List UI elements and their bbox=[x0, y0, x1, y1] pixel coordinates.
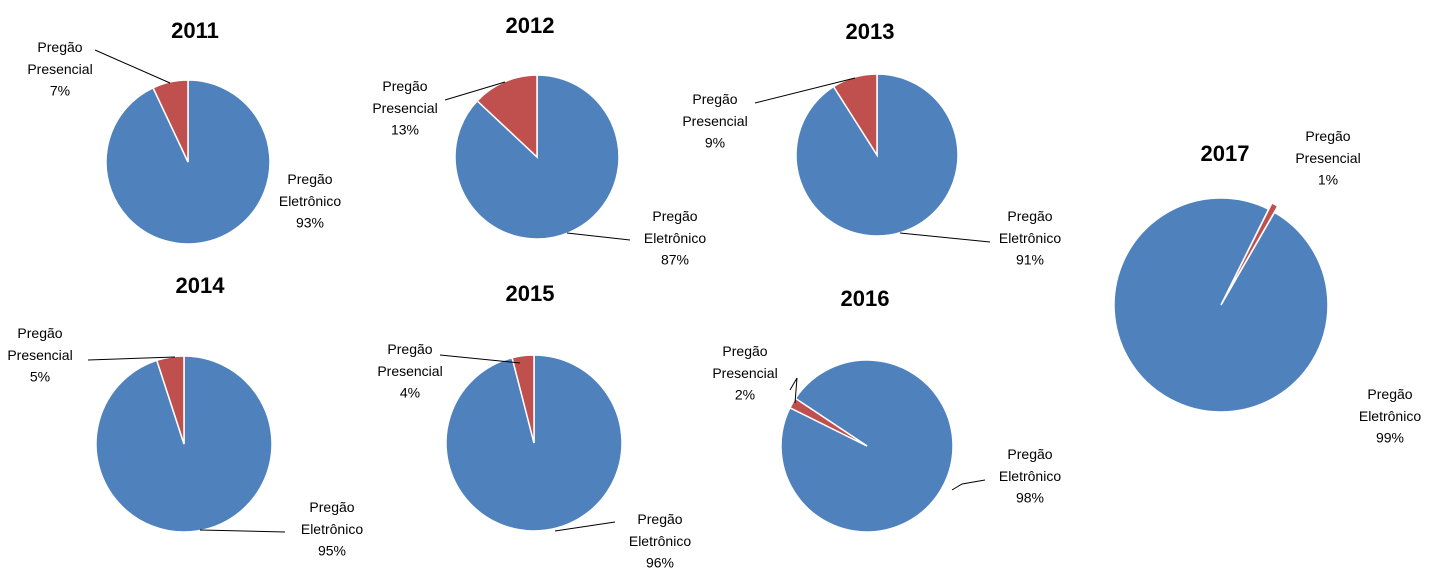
slice-label: Pregão Eletrônico bbox=[999, 208, 1061, 246]
leader-line bbox=[439, 354, 521, 364]
slice-label: Pregão Presencial bbox=[372, 78, 437, 116]
chart-title: 2013 bbox=[846, 19, 895, 44]
leader-line bbox=[566, 232, 631, 241]
pie-slice bbox=[832, 73, 878, 158]
slice-value-label: 87% bbox=[661, 252, 689, 268]
slice-value-label: 4% bbox=[400, 385, 420, 401]
slice-label: Pregão Eletrônico bbox=[301, 499, 363, 537]
slice-value-label: 95% bbox=[318, 543, 346, 559]
slice-label: Pregão Presencial bbox=[377, 341, 442, 379]
leader-line bbox=[87, 356, 176, 361]
chart-title: 2016 bbox=[841, 286, 890, 311]
leader-line bbox=[444, 81, 506, 101]
slice-label: Pregão Presencial bbox=[1295, 128, 1360, 166]
pie-slice bbox=[152, 79, 189, 163]
slice-value-label: 91% bbox=[1016, 252, 1044, 268]
slice-label: Pregão Eletrônico bbox=[1359, 386, 1421, 424]
leader-line bbox=[554, 521, 616, 532]
slice-value-label: 13% bbox=[391, 122, 419, 138]
slice-value-label: 7% bbox=[50, 83, 70, 99]
leader-line bbox=[754, 77, 856, 104]
slice-value-label: 99% bbox=[1376, 430, 1404, 446]
slice-label: Pregão Eletrônico bbox=[279, 171, 341, 209]
pie-slice bbox=[1113, 197, 1329, 413]
slice-value-label: 2% bbox=[735, 387, 755, 403]
pie-slice bbox=[780, 359, 954, 533]
slice-value-label: 1% bbox=[1318, 172, 1338, 188]
slice-value-label: 5% bbox=[30, 369, 50, 385]
leader-line bbox=[951, 479, 986, 491]
pie-slice bbox=[511, 354, 535, 444]
slice-label: Pregão Eletrônico bbox=[644, 208, 706, 246]
chart-title: 2014 bbox=[176, 273, 226, 298]
leader-line bbox=[94, 49, 171, 84]
slice-value-label: 98% bbox=[1016, 490, 1044, 506]
chart-title: 2011 bbox=[171, 18, 219, 43]
chart-title: 2017 bbox=[1201, 141, 1250, 166]
slice-label: Pregão Presencial bbox=[27, 39, 92, 77]
slice-label: Pregão Eletrônico bbox=[999, 446, 1061, 484]
leader-line bbox=[199, 529, 286, 533]
pie-slice bbox=[1223, 201, 1279, 300]
leader-line bbox=[789, 377, 798, 404]
chart-title: 2012 bbox=[506, 13, 555, 38]
slice-value-label: 93% bbox=[296, 215, 324, 231]
slice-label: Pregão Presencial bbox=[712, 343, 777, 381]
slice-label: Pregão Presencial bbox=[682, 91, 747, 129]
slice-value-label: 96% bbox=[646, 555, 674, 570]
slice-label: Pregão Eletrônico bbox=[629, 511, 691, 549]
chart-title: 2015 bbox=[506, 281, 555, 306]
slice-label: Pregão Presencial bbox=[7, 325, 72, 363]
leader-line bbox=[899, 232, 991, 243]
slice-value-label: 9% bbox=[705, 135, 725, 151]
